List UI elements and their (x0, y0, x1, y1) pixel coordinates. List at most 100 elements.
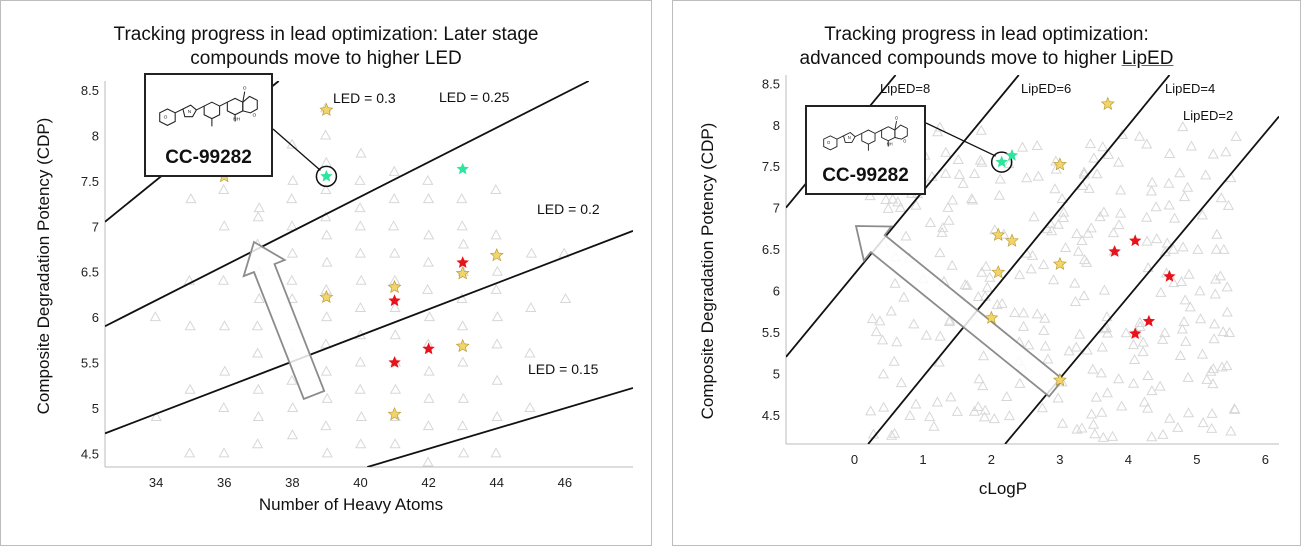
background-point (1038, 258, 1050, 270)
svg-text:O: O (164, 115, 168, 121)
background-point (996, 297, 1008, 308)
background-point (252, 211, 264, 222)
background-point (1079, 254, 1091, 265)
advanced-compound-point (984, 310, 999, 324)
background-point (1021, 172, 1033, 183)
y-tick-label: 8.5 (762, 76, 780, 91)
background-point (524, 347, 536, 358)
background-point (354, 220, 366, 231)
background-point (924, 216, 937, 227)
background-point (1106, 430, 1119, 441)
background-point (924, 411, 936, 422)
background-point (1154, 380, 1166, 391)
background-point (1039, 340, 1051, 351)
background-point (422, 420, 435, 431)
background-point (880, 193, 892, 204)
background-point (253, 292, 265, 303)
background-point (1159, 327, 1171, 338)
background-point (286, 138, 298, 149)
background-point (1176, 323, 1188, 334)
background-point (252, 438, 264, 449)
chart-title: Tracking progress in lead optimization: … (1, 23, 651, 71)
background-point (1101, 387, 1114, 398)
background-point (888, 355, 900, 366)
background-point (355, 411, 367, 422)
background-point (1174, 167, 1186, 178)
background-point (490, 229, 502, 240)
advanced-compound-point (991, 265, 1006, 279)
background-point (1133, 130, 1146, 141)
x-tick-label: 2 (988, 452, 995, 467)
background-point (321, 256, 333, 267)
background-point (891, 336, 903, 347)
callout-line (272, 128, 321, 171)
background-point (1206, 407, 1218, 418)
background-point (1211, 228, 1223, 239)
background-point (525, 247, 538, 258)
background-point (1210, 243, 1223, 254)
background-point (1178, 191, 1191, 202)
background-point (1026, 249, 1039, 260)
background-point (977, 380, 989, 391)
background-point (217, 274, 229, 285)
reference-line-label: LipED=8 (880, 81, 930, 96)
highlight-compound-point (320, 169, 333, 182)
background-point (876, 334, 889, 345)
advanced-compound-point (1005, 233, 1019, 247)
red-compound-point (1129, 327, 1142, 339)
x-tick-label: 36 (217, 475, 231, 490)
background-point (321, 392, 333, 403)
background-point (1141, 211, 1153, 222)
background-point (1150, 201, 1162, 212)
background-point (1142, 370, 1154, 381)
background-point (1179, 294, 1191, 305)
background-point (895, 377, 907, 388)
x-tick-label: 6 (1262, 452, 1269, 467)
background-point (1059, 241, 1072, 253)
background-point (946, 259, 958, 270)
background-point (870, 326, 882, 337)
reference-line-label: LipED=2 (1183, 108, 1233, 123)
x-tick-label: 5 (1193, 452, 1200, 467)
background-point (1107, 227, 1120, 238)
background-point (286, 220, 298, 231)
background-point (1137, 336, 1149, 347)
background-point (910, 199, 922, 210)
background-point (908, 318, 920, 329)
background-point (1070, 341, 1082, 352)
red-compound-point (388, 294, 401, 307)
background-point (490, 183, 502, 194)
x-tick-label: 4 (1125, 452, 1132, 467)
red-compound-point (1129, 234, 1142, 247)
advanced-compound-point (991, 227, 1006, 241)
svg-text:O: O (252, 113, 256, 119)
compound-highlight-circle (315, 165, 338, 188)
advanced-compound-point (1052, 372, 1067, 387)
background-point (1072, 245, 1085, 256)
advanced-compound-point (455, 338, 470, 353)
background-point (1074, 328, 1086, 339)
background-point (457, 392, 470, 403)
background-point (1120, 327, 1132, 338)
background-point (321, 229, 333, 240)
background-point (1047, 274, 1060, 285)
background-point (218, 320, 231, 331)
advanced-compound-point (1052, 157, 1067, 171)
y-tick-label: 6.5 (81, 265, 99, 280)
background-point (993, 189, 1005, 200)
x-tick-label: 34 (149, 475, 163, 490)
background-point (957, 177, 969, 188)
background-point (1017, 307, 1030, 318)
background-point (961, 279, 973, 290)
background-point (320, 156, 332, 167)
background-point (1168, 277, 1180, 288)
x-tick-label: 46 (558, 475, 572, 490)
background-point (252, 347, 264, 358)
background-point (1058, 206, 1070, 217)
background-point (218, 447, 230, 458)
background-point (972, 401, 984, 412)
background-point (1163, 177, 1175, 188)
x-tick-label: 3 (1056, 452, 1063, 467)
background-point (457, 238, 470, 249)
background-point (937, 222, 949, 233)
